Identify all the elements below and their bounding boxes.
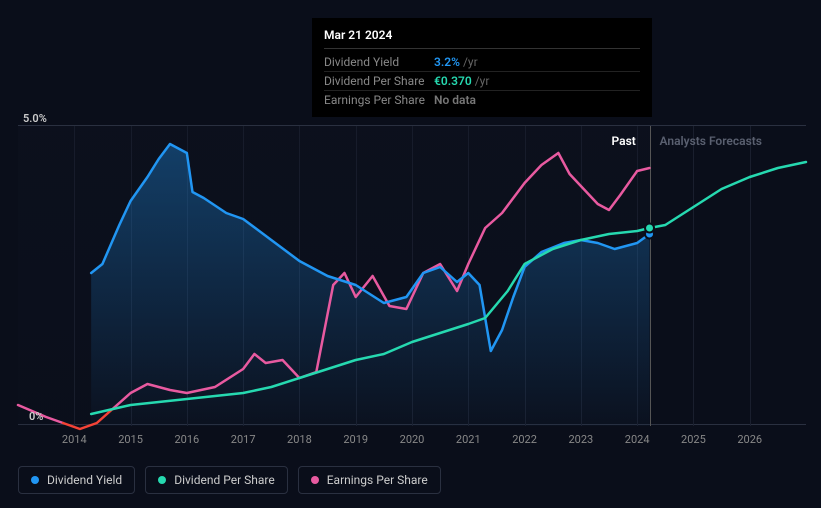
tooltip-row: Dividend Yield3.2%/yr xyxy=(324,53,640,72)
x-axis-label: 2019 xyxy=(343,433,368,446)
x-axis-label: 2015 xyxy=(118,433,143,446)
section-label-past: Past xyxy=(612,134,636,148)
chart-container: Past Analysts Forecasts 5.0% 0% 20142015… xyxy=(18,125,806,430)
legend-dot-icon xyxy=(158,476,166,484)
x-axis-label: 2014 xyxy=(62,433,87,446)
tooltip-row: Dividend Per Share€0.370/yr xyxy=(324,72,640,91)
tooltip-value: 3.2% xyxy=(434,55,460,69)
x-axis-label: 2016 xyxy=(174,433,199,446)
x-axis-label: 2018 xyxy=(287,433,312,446)
x-axis-label: 2017 xyxy=(231,433,256,446)
tooltip-value: No data xyxy=(434,93,476,107)
tooltip-label: Dividend Per Share xyxy=(324,74,434,88)
y-axis-label-min: 0% xyxy=(29,410,43,423)
tooltip-unit: /yr xyxy=(463,55,478,69)
x-axis-label: 2020 xyxy=(400,433,425,446)
plot-area[interactable]: Past Analysts Forecasts xyxy=(18,125,806,425)
legend-label: Dividend Yield xyxy=(47,473,122,487)
x-axis-label: 2024 xyxy=(625,433,650,446)
tooltip-date: Mar 21 2024 xyxy=(324,28,640,49)
tooltip-label: Earnings Per Share xyxy=(324,93,434,107)
legend-label: Dividend Per Share xyxy=(174,473,275,487)
x-axis-label: 2022 xyxy=(512,433,537,446)
legend-item-earnings-per-share[interactable]: Earnings Per Share xyxy=(298,466,441,494)
x-axis-label: 2023 xyxy=(568,433,593,446)
legend-item-dividend-per-share[interactable]: Dividend Per Share xyxy=(145,466,288,494)
x-axis-label: 2026 xyxy=(737,433,762,446)
section-label-forecast: Analysts Forecasts xyxy=(660,134,762,148)
dividend-yield-area xyxy=(91,144,649,426)
legend-dot-icon xyxy=(31,476,39,484)
series-marker-icon xyxy=(645,224,654,233)
x-axis-label: 2025 xyxy=(681,433,706,446)
x-axis-label: 2021 xyxy=(456,433,481,446)
legend: Dividend Yield Dividend Per Share Earnin… xyxy=(18,466,441,494)
legend-dot-icon xyxy=(311,476,319,484)
tooltip-label: Dividend Yield xyxy=(324,55,434,69)
tooltip-row: Earnings Per ShareNo data xyxy=(324,91,640,109)
tooltip-value: €0.370 xyxy=(434,74,472,88)
legend-item-dividend-yield[interactable]: Dividend Yield xyxy=(18,466,135,494)
y-axis-label-max: 5.0% xyxy=(23,112,47,125)
legend-label: Earnings Per Share xyxy=(327,473,428,487)
tooltip-unit: /yr xyxy=(475,74,490,88)
hover-tooltip: Mar 21 2024 Dividend Yield3.2%/yrDividen… xyxy=(312,18,652,117)
